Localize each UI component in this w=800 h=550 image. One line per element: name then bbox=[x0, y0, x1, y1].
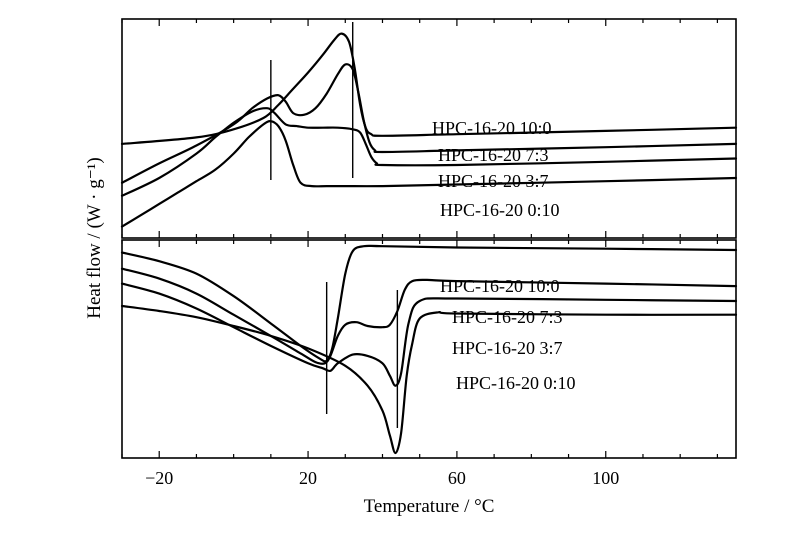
curves bbox=[120, 32, 738, 455]
upper-curve-7-3 bbox=[120, 63, 738, 184]
lower-curve-10-0 bbox=[120, 244, 738, 363]
lower-label-10-0: HPC-16-20 10:0 bbox=[440, 276, 560, 296]
x-axis-title: Temperature / °C bbox=[364, 496, 495, 517]
x-tick-label-20: 20 bbox=[299, 468, 317, 488]
lower-curve-0-10 bbox=[120, 304, 738, 455]
x-axis-ticks bbox=[121, 19, 718, 458]
upper-panel-frame bbox=[121, 18, 737, 239]
lower-curve-3-7 bbox=[120, 282, 738, 387]
upper-label-3-7: HPC-16-20 3:7 bbox=[438, 171, 549, 191]
upper-curve-3-7 bbox=[120, 107, 738, 197]
x-tick-labels: −20 20 60 100 bbox=[145, 468, 619, 488]
lower-curve-7-3 bbox=[120, 267, 738, 365]
upper-curve-0-10 bbox=[120, 120, 738, 228]
x-tick-label-60: 60 bbox=[448, 468, 466, 488]
lower-panel-frame bbox=[121, 239, 737, 459]
lower-label-7-3: HPC-16-20 7:3 bbox=[452, 307, 563, 327]
lower-label-3-7: HPC-16-20 3:7 bbox=[452, 338, 563, 358]
y-axis-title: Heat flow / (W · g⁻¹) bbox=[84, 157, 105, 319]
lower-label-0-10: HPC-16-20 0:10 bbox=[456, 373, 576, 393]
upper-label-7-3: HPC-16-20 7:3 bbox=[438, 145, 549, 165]
upper-curve-10-0 bbox=[120, 32, 738, 145]
upper-label-10-0: HPC-16-20 10:0 bbox=[432, 118, 552, 138]
x-tick-label--20: −20 bbox=[145, 468, 173, 488]
upper-label-0-10: HPC-16-20 0:10 bbox=[440, 200, 560, 220]
x-tick-label-100: 100 bbox=[592, 468, 619, 488]
